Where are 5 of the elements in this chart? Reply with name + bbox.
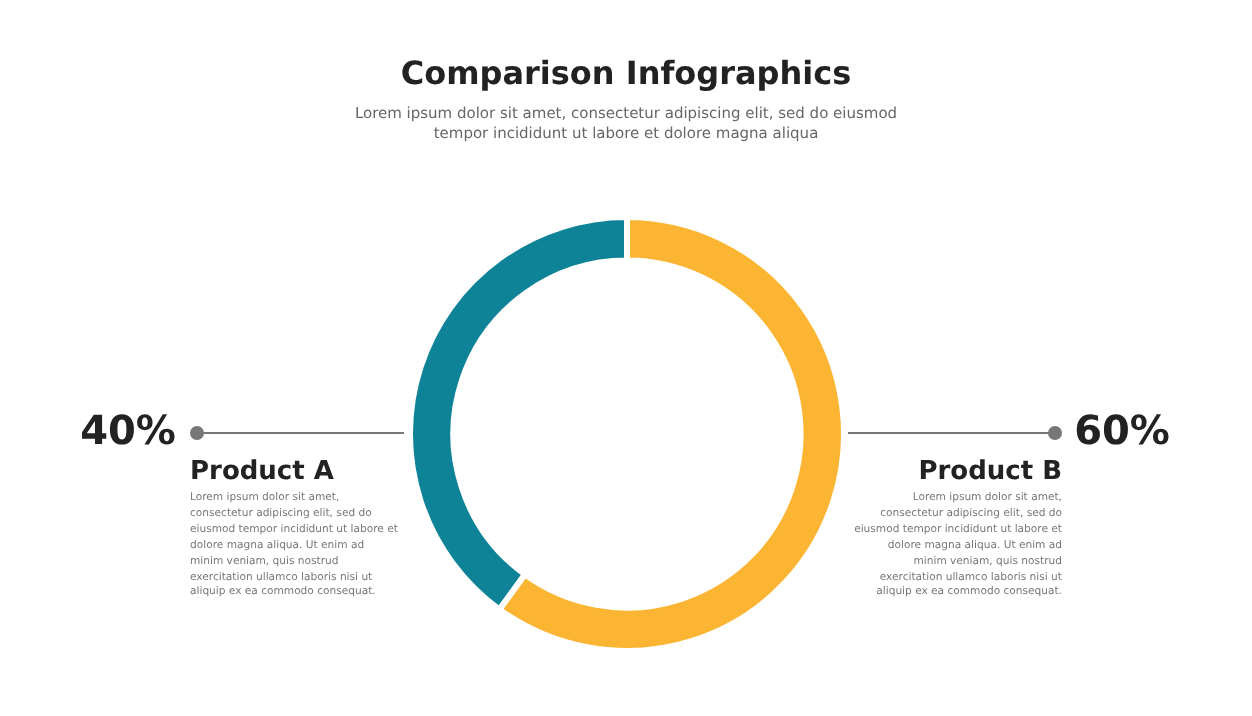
data-label: 60%	[1074, 406, 1170, 455]
slice-label: Product A	[190, 456, 334, 487]
chart-title: Comparison Infographics	[398, 54, 854, 92]
data-label: 40%	[80, 406, 176, 455]
slice-label: Product B	[918, 456, 1062, 487]
